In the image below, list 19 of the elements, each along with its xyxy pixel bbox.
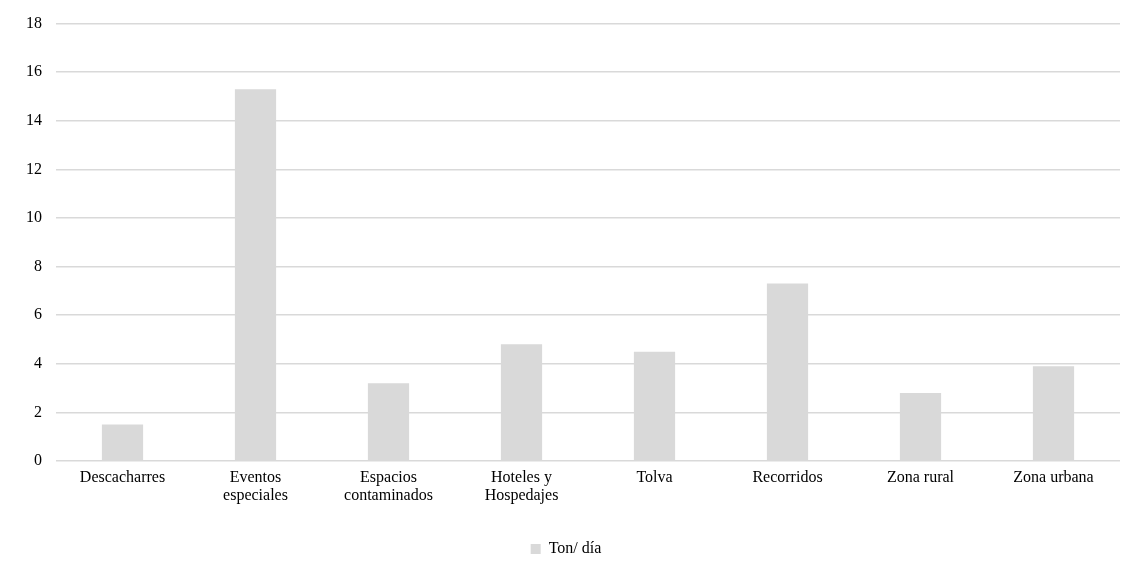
y-tick-label: 12 [26, 159, 42, 177]
x-tick-label: Zona urbana [1013, 468, 1094, 485]
x-tick-label: Eventos especiales [223, 468, 288, 504]
x-tick-label: Recorridos [752, 468, 823, 485]
y-tick-label: 10 [26, 208, 42, 226]
y-tick-label: 2 [34, 402, 42, 420]
y-tick-label: 8 [34, 256, 42, 274]
x-tick-label: Hoteles y Hospedajes [484, 468, 559, 504]
y-tick-label: 18 [26, 13, 42, 31]
legend-label: Ton/ día [548, 539, 602, 557]
y-tick-label: 14 [26, 111, 42, 128]
y-tick-label: 16 [26, 62, 42, 80]
x-tick-label: Descacharres [79, 468, 166, 485]
y-tick-label: 6 [34, 305, 42, 323]
x-tick-label: Tolva [636, 468, 673, 485]
x-tick-label: Espacios contaminados [344, 468, 433, 503]
y-tick-label: 0 [34, 451, 42, 469]
x-tick-label: Zona rural [886, 468, 955, 485]
y-tick-label: 4 [34, 354, 42, 371]
